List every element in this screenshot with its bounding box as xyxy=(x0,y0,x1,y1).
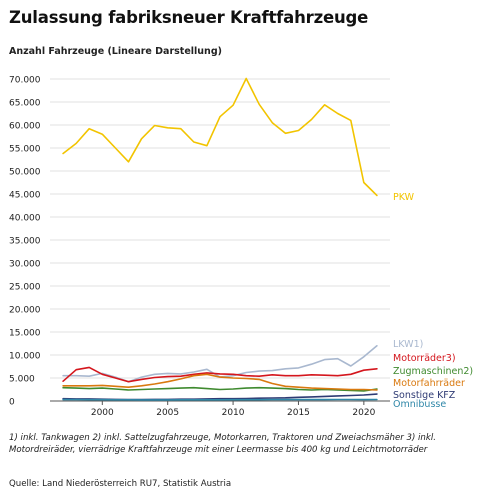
y-tick-label: 60.000 xyxy=(9,122,41,132)
end-label-zugmaschinen2-: Zugmaschinen2) xyxy=(393,366,473,377)
chart-subtitle: Anzahl Fahrzeuge (Lineare Darstellung) xyxy=(9,46,222,57)
end-label-omnibusse: Omnibusse xyxy=(393,399,446,410)
y-tick-label: 25.000 xyxy=(9,283,41,293)
chart-title: Zulassung fabriksneuer Kraftfahrzeuge xyxy=(9,8,369,27)
y-tick-label: 5.000 xyxy=(9,375,35,385)
x-tick-label: 2020 xyxy=(352,408,375,418)
y-tick-label: 40.000 xyxy=(9,214,41,224)
y-tick-label: 70.000 xyxy=(9,76,41,86)
y-tick-label: 10.000 xyxy=(9,352,41,362)
end-label-motorr-der3-: Motorräder3) xyxy=(393,353,456,364)
y-tick-label: 0 xyxy=(9,398,15,408)
end-label-lkw1-: LKW1) xyxy=(393,339,423,350)
end-label-pkw: PKW xyxy=(393,192,415,203)
series-line-motorr-der3- xyxy=(62,366,378,383)
y-tick-label: 20.000 xyxy=(9,306,41,316)
end-label-sonstige-kfz: Sonstige KFZ xyxy=(393,390,456,401)
y-tick-label: 55.000 xyxy=(9,145,41,155)
chart-source: Quelle: Land Niederösterreich RU7, Stati… xyxy=(9,479,232,489)
y-tick-label: 50.000 xyxy=(9,168,41,178)
x-tick-label: 2010 xyxy=(222,408,245,418)
chart-footnote: 1) inkl. Tankwagen 2) inkl. Sattelzugfah… xyxy=(9,433,436,455)
line-chart: 0 5.000 10.000 15.000 20.000 25.000 30.000 35.0… xyxy=(9,76,473,419)
series-line-motorfahrr-der xyxy=(62,373,378,391)
series-line-zugmaschinen2- xyxy=(62,386,378,392)
y-tick-label: 35.000 xyxy=(9,237,41,247)
y-tick-label: 65.000 xyxy=(9,99,41,109)
end-label-motorfahrr-der: Motorfahrräder xyxy=(393,378,465,389)
x-tick-label: 2000 xyxy=(91,408,114,418)
x-tick-label: 2005 xyxy=(156,408,179,418)
y-tick-label: 30.000 xyxy=(9,260,41,270)
y-tick-label: 15.000 xyxy=(9,329,41,339)
x-tick-label: 2015 xyxy=(287,408,310,418)
series-line-pkw xyxy=(62,77,378,197)
y-tick-label: 45.000 xyxy=(9,191,41,201)
